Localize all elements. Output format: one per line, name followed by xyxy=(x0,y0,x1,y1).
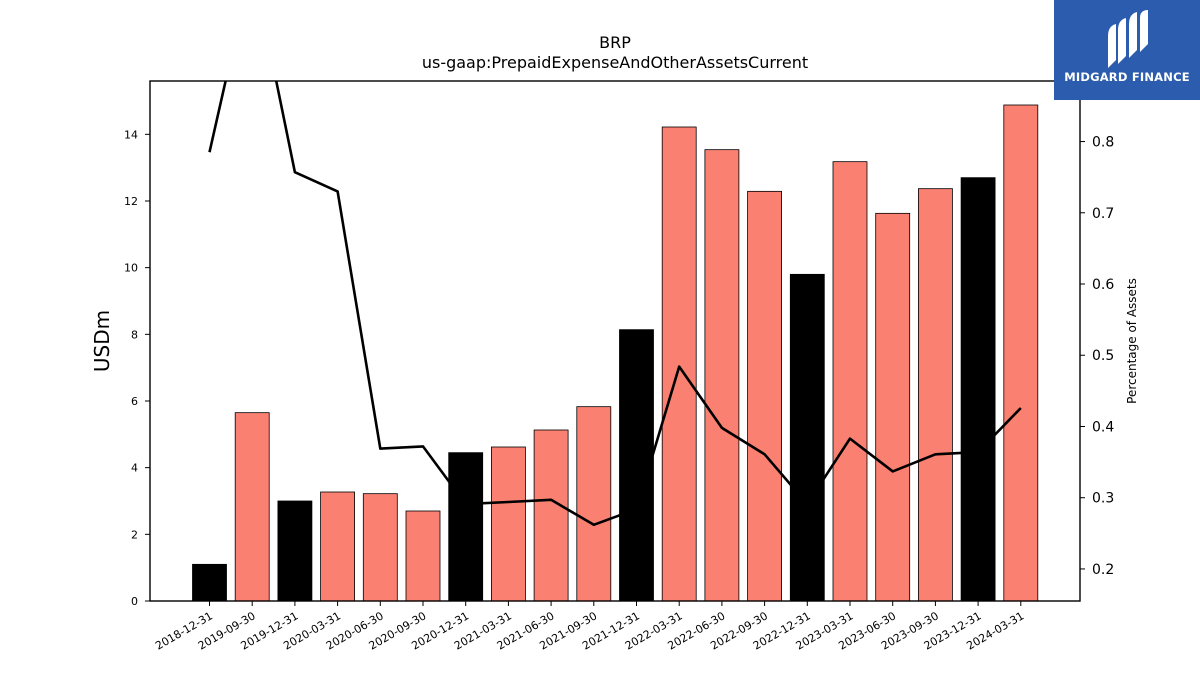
bar-2018-12-31 xyxy=(192,563,227,602)
brand-logo: MIDGARD FINANCE xyxy=(1054,0,1200,100)
bar-2020-12-31 xyxy=(448,452,484,602)
y2-tick-label: 0.5 xyxy=(1092,348,1114,364)
y-tick-label: 12 xyxy=(124,195,138,208)
bar-2024-03-31 xyxy=(1003,104,1039,602)
y2-tick-label: 0.4 xyxy=(1092,419,1114,435)
bar-2023-09-30 xyxy=(918,188,953,602)
y-tick-label: 2 xyxy=(131,528,138,541)
bar-2020-03-31 xyxy=(320,491,356,602)
y-tick-label: 8 xyxy=(131,328,138,341)
bar-2023-12-31 xyxy=(960,177,996,602)
bar-2022-06-30 xyxy=(704,149,740,602)
bar-series xyxy=(192,104,1039,602)
bar-2023-03-31 xyxy=(832,161,868,602)
bar-2020-09-30 xyxy=(405,510,441,602)
y-tick-label: 0 xyxy=(131,595,138,608)
bar-2022-12-31 xyxy=(789,273,825,602)
y2-axis-label: Percentage of Assets xyxy=(1125,278,1139,404)
midgard-logo-icon xyxy=(1108,10,1148,68)
bar-2021-06-30 xyxy=(533,429,569,602)
line-series xyxy=(208,81,1022,527)
bar-2022-09-30 xyxy=(747,190,782,602)
y-tick-label: 6 xyxy=(131,395,138,408)
y-tick-label: 10 xyxy=(124,262,138,275)
bar-2022-03-31 xyxy=(661,126,697,602)
y2-tick-label: 0.3 xyxy=(1092,491,1114,507)
bar-2021-03-31 xyxy=(490,446,526,602)
bar-2020-06-30 xyxy=(362,493,398,602)
plot-frame xyxy=(149,80,1081,602)
bar-2021-09-30 xyxy=(576,406,612,602)
bar-2019-09-30 xyxy=(234,412,270,602)
bar-2023-06-30 xyxy=(875,212,911,602)
chart-subtitle: us-gaap:PrepaidExpenseAndOtherAssetsCurr… xyxy=(422,53,808,72)
chart-title: BRP xyxy=(599,33,631,52)
y-axis-label: USDm xyxy=(90,310,114,372)
brand-name: MIDGARD FINANCE xyxy=(1064,70,1190,84)
bar-2019-12-31 xyxy=(277,500,313,602)
y2-tick-label: 0.2 xyxy=(1092,562,1114,578)
bar-2021-12-31 xyxy=(619,329,654,602)
y2-tick-label: 0.6 xyxy=(1092,277,1114,293)
percentage-line xyxy=(208,81,1022,527)
y-tick-label: 14 xyxy=(124,128,138,141)
y2-tick-label: 0.7 xyxy=(1092,206,1114,222)
y2-tick-label: 0.8 xyxy=(1092,135,1114,151)
y-tick-label: 4 xyxy=(131,462,138,475)
